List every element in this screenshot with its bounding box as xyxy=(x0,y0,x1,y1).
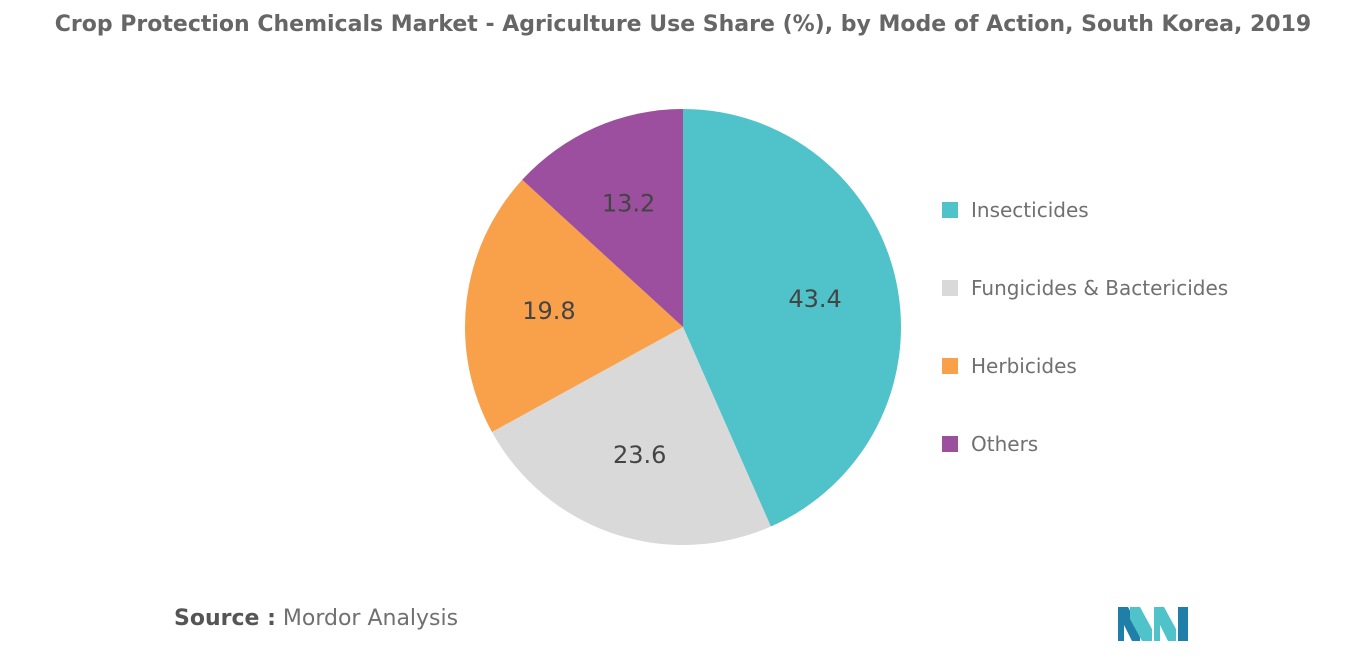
pie-slice-herbicides xyxy=(465,179,683,433)
source-note: Source : Mordor Analysis xyxy=(174,606,458,631)
legend-label: Fungicides & Bactericides xyxy=(971,276,1229,300)
pie-slice-fungicides-bactericides xyxy=(491,327,771,545)
data-label: 23.6 xyxy=(613,441,666,469)
legend-item-others: Others xyxy=(942,430,1228,458)
pie-slice-insecticides xyxy=(683,109,901,527)
data-label: 43.4 xyxy=(788,285,841,313)
legend-swatch xyxy=(942,358,958,374)
source-prefix: Source : xyxy=(174,606,276,631)
legend-item-fungicides-bactericides: Fungicides & Bactericides xyxy=(942,274,1228,302)
legend-label: Herbicides xyxy=(971,354,1077,378)
legend-swatch xyxy=(942,436,958,452)
legend-swatch xyxy=(942,202,958,218)
data-label: 13.2 xyxy=(602,189,655,217)
legend-item-insecticides: Insecticides xyxy=(942,196,1228,224)
legend-item-herbicides: Herbicides xyxy=(942,352,1228,380)
legend-label: Insecticides xyxy=(971,198,1089,222)
legend-label: Others xyxy=(971,432,1039,456)
data-label: 19.8 xyxy=(522,297,575,325)
legend: Insecticides Fungicides & Bactericides H… xyxy=(942,196,1228,508)
pie-slice-others xyxy=(522,109,683,327)
legend-swatch xyxy=(942,280,958,296)
mordor-intelligence-logo-icon xyxy=(1118,607,1188,641)
chart-title: Crop Protection Chemicals Market - Agric… xyxy=(54,12,1312,37)
source-text: Mordor Analysis xyxy=(275,606,459,631)
